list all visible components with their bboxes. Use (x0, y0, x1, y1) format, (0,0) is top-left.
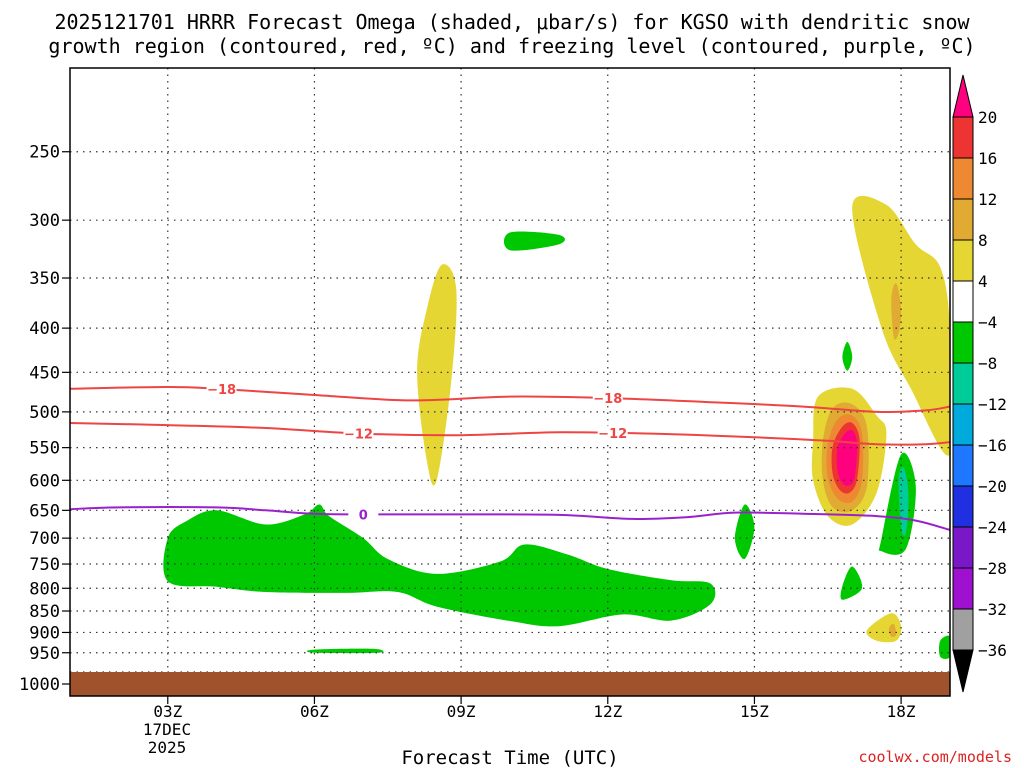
colorbar-label-5: −4 (978, 313, 997, 332)
colorbar-label-13: −36 (978, 641, 1007, 660)
colorbar-cell-2 (952, 157, 974, 200)
y-tick-label-950: 950 (29, 644, 60, 664)
ground-surface (70, 672, 950, 696)
contour-label-bg-0-0 (206, 381, 237, 396)
plot-frame (69, 67, 951, 697)
colorbar-cell-6 (952, 321, 974, 364)
date-label-day: 17DEC (143, 720, 191, 739)
contour-line-1 (70, 422, 950, 446)
omega-region--4 (842, 341, 853, 371)
contour-layer: −18 −18 −12 −12 0 (70, 381, 950, 531)
x-tick-label-09Z: 09Z (447, 702, 476, 721)
y-tick-label-600: 600 (29, 471, 60, 491)
colorbar-label-11: −28 (978, 559, 1007, 578)
contour-label-0-0: −18 (207, 383, 236, 398)
x-tick-label-12Z: 12Z (593, 702, 622, 721)
site-credit[interactable]: coolwx.com/models (858, 748, 1012, 766)
surface-band (70, 672, 950, 696)
colorbar-cell-14 (952, 649, 974, 693)
x-axis-label: Forecast Time (UTC) (401, 747, 618, 768)
contour-label-bg-1-1 (597, 426, 628, 441)
colorbar-label-12: −32 (978, 600, 1007, 619)
colorbar-label-2: 12 (978, 190, 997, 209)
omega-region--4 (163, 504, 716, 627)
omega-region--4 (734, 504, 755, 560)
y-tick-label-900: 900 (29, 623, 60, 643)
y-tick-label-650: 650 (29, 501, 60, 521)
y-tick-label-850: 850 (29, 602, 60, 622)
x-tick-label-06Z: 06Z (300, 702, 329, 721)
y-tick-label-800: 800 (29, 579, 60, 599)
chart-title-line-2: growth region (contoured, red, ºC) and f… (48, 34, 975, 58)
colorbar-cell-11 (952, 526, 974, 569)
omega-region-4 (852, 195, 950, 456)
y-tick-label-550: 550 (29, 439, 60, 459)
colorbar-label-7: −12 (978, 395, 1007, 414)
y-tick-label-450: 450 (29, 363, 60, 383)
colorbar: 20 16 12 8 4 −4 −8 −12 −16 −20 −24 −28 −32 −36 (952, 74, 1007, 693)
contour-line-2 (70, 506, 950, 531)
omega-region--4 (840, 566, 863, 600)
colorbar-label-1: 16 (978, 149, 997, 168)
omega-region--4 (306, 648, 384, 654)
colorbar-cell-7 (952, 362, 974, 405)
contour-label-bg-0-1 (592, 391, 623, 406)
omega-region-8 (891, 283, 902, 340)
x-axis: 03Z 06Z 09Z 12Z 15Z 18Z (153, 696, 916, 721)
colorbar-label-0: 20 (978, 108, 997, 127)
omega-region-4 (417, 264, 457, 486)
colorbar-cell-4 (952, 239, 974, 282)
y-tick-label-500: 500 (29, 403, 60, 423)
y-tick-label-350: 350 (29, 269, 60, 289)
contour-label-1-1: −12 (598, 427, 627, 442)
x-tick-label-03Z: 03Z (153, 702, 182, 721)
y-tick-label-700: 700 (29, 529, 60, 549)
colorbar-label-9: −20 (978, 477, 1007, 496)
colorbar-cell-1 (952, 116, 974, 159)
contour-label-1-0: −12 (344, 427, 373, 442)
colorbar-label-10: −24 (978, 518, 1007, 537)
y-tick-label-750: 750 (29, 555, 60, 575)
colorbar-cell-10 (952, 485, 974, 528)
omega-region-4 (866, 613, 902, 643)
colorbar-cell-5 (952, 280, 974, 323)
y-axis: 2503003504004505005506006507007508008509… (19, 143, 70, 695)
colorbar-label-8: −16 (978, 436, 1007, 455)
contour-label-0-1: −18 (593, 392, 622, 407)
chart-title-line-1: 2025121701 HRRR Forecast Omega (shaded, … (54, 10, 970, 34)
y-tick-label-300: 300 (29, 211, 60, 231)
contour-label-bg-1-0 (343, 426, 374, 441)
omega-region-8 (888, 623, 897, 638)
y-tick-label-400: 400 (29, 319, 60, 339)
x-tick-label-15Z: 15Z (740, 702, 769, 721)
x-tick-label-18Z: 18Z (887, 702, 916, 721)
omega-region--4 (878, 452, 916, 555)
colorbar-cell-9 (952, 444, 974, 487)
omega-shading-layer (163, 195, 950, 659)
y-tick-label-1000: 1000 (19, 675, 60, 695)
colorbar-label-4: 4 (978, 272, 988, 291)
omega-region--4 (503, 231, 565, 251)
colorbar-label-3: 8 (978, 231, 988, 250)
colorbar-cell-8 (952, 403, 974, 446)
colorbar-cell-0 (952, 74, 974, 118)
colorbar-cell-3 (952, 198, 974, 241)
omega-region-20 (836, 429, 858, 486)
y-tick-label-250: 250 (29, 143, 60, 163)
colorbar-label-6: −8 (978, 354, 997, 373)
date-label-year: 2025 (148, 738, 187, 757)
contour-label-2-0: 0 (359, 508, 368, 523)
colorbar-cell-12 (952, 567, 974, 610)
colorbar-cell-13 (952, 608, 974, 651)
contour-label-bg-2-0 (348, 507, 379, 522)
